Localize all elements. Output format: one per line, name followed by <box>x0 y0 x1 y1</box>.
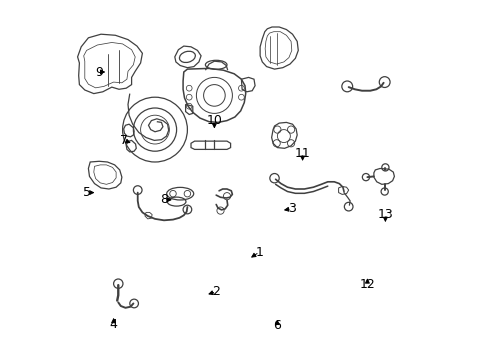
Text: 13: 13 <box>377 208 393 221</box>
Text: 4: 4 <box>110 318 118 330</box>
Text: 11: 11 <box>294 147 311 159</box>
Text: 10: 10 <box>206 114 222 127</box>
Text: 5: 5 <box>83 186 91 199</box>
Text: 2: 2 <box>212 285 220 298</box>
Text: 12: 12 <box>360 278 375 291</box>
Text: 3: 3 <box>288 202 296 215</box>
Text: 9: 9 <box>95 66 103 78</box>
Text: 6: 6 <box>273 319 281 332</box>
Text: 7: 7 <box>121 134 128 147</box>
Text: 8: 8 <box>160 193 168 206</box>
Text: 1: 1 <box>255 246 263 258</box>
